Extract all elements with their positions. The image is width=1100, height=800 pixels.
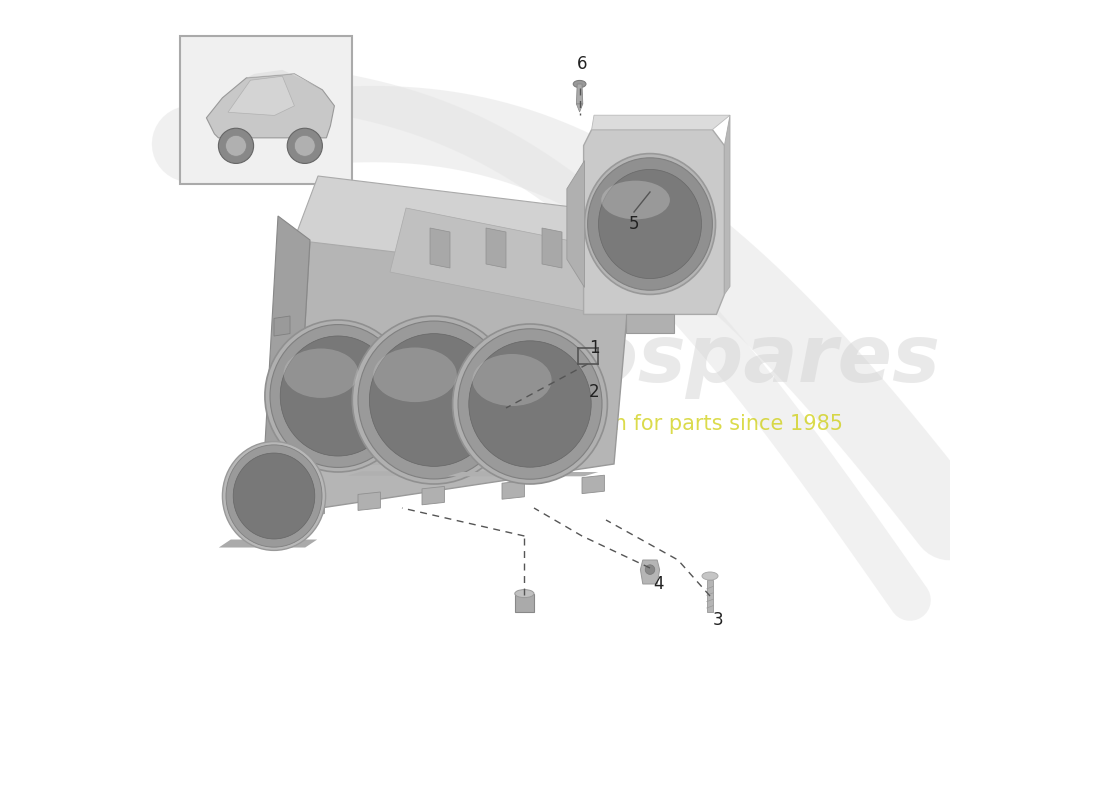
Text: a passion for parts since 1985: a passion for parts since 1985: [528, 414, 844, 434]
Polygon shape: [725, 115, 730, 294]
Ellipse shape: [370, 334, 498, 466]
Polygon shape: [626, 314, 674, 333]
Polygon shape: [228, 76, 295, 115]
Polygon shape: [515, 594, 534, 612]
Polygon shape: [502, 481, 525, 499]
Polygon shape: [640, 560, 660, 584]
Polygon shape: [302, 498, 324, 516]
Text: 1: 1: [588, 339, 600, 357]
Text: 2: 2: [588, 383, 600, 401]
Ellipse shape: [515, 590, 534, 598]
Polygon shape: [207, 74, 334, 138]
Polygon shape: [576, 104, 583, 112]
Ellipse shape: [458, 329, 602, 479]
Polygon shape: [219, 539, 317, 547]
Polygon shape: [592, 115, 730, 130]
Ellipse shape: [573, 80, 586, 88]
Ellipse shape: [270, 325, 406, 467]
Polygon shape: [542, 228, 562, 268]
Ellipse shape: [373, 347, 456, 402]
Ellipse shape: [469, 341, 591, 467]
Ellipse shape: [584, 154, 715, 294]
Polygon shape: [294, 176, 646, 280]
Ellipse shape: [452, 324, 607, 484]
Ellipse shape: [280, 336, 396, 456]
Ellipse shape: [352, 316, 516, 484]
Text: 4: 4: [652, 575, 663, 593]
Circle shape: [219, 128, 254, 163]
Ellipse shape: [587, 158, 713, 290]
Ellipse shape: [226, 445, 322, 547]
Polygon shape: [358, 492, 381, 510]
Polygon shape: [422, 486, 444, 505]
Circle shape: [646, 565, 654, 574]
Text: eurospares: eurospares: [431, 321, 940, 399]
Polygon shape: [448, 472, 598, 476]
Circle shape: [287, 128, 322, 163]
Polygon shape: [258, 461, 403, 465]
Polygon shape: [274, 364, 290, 384]
Polygon shape: [486, 228, 506, 268]
Polygon shape: [274, 460, 290, 480]
Ellipse shape: [284, 349, 359, 398]
Polygon shape: [274, 316, 290, 336]
Text: 5: 5: [629, 215, 639, 233]
Text: 6: 6: [576, 55, 587, 73]
Polygon shape: [582, 475, 604, 494]
Ellipse shape: [222, 442, 326, 550]
Ellipse shape: [598, 170, 702, 278]
Polygon shape: [430, 228, 450, 268]
Polygon shape: [707, 580, 713, 612]
Polygon shape: [246, 70, 322, 90]
Polygon shape: [348, 471, 506, 476]
Ellipse shape: [702, 572, 718, 580]
Polygon shape: [356, 298, 486, 334]
Ellipse shape: [265, 320, 411, 472]
Ellipse shape: [602, 181, 670, 219]
Polygon shape: [390, 208, 606, 312]
Circle shape: [295, 135, 316, 156]
Polygon shape: [584, 130, 725, 314]
Polygon shape: [274, 412, 290, 432]
Polygon shape: [262, 216, 310, 512]
Ellipse shape: [358, 321, 510, 479]
Circle shape: [226, 135, 246, 156]
Ellipse shape: [233, 453, 315, 539]
Polygon shape: [294, 240, 630, 512]
Text: 3: 3: [713, 611, 724, 629]
Polygon shape: [452, 312, 486, 414]
Polygon shape: [356, 298, 452, 392]
Polygon shape: [576, 84, 583, 104]
Polygon shape: [566, 161, 584, 287]
Ellipse shape: [472, 354, 551, 406]
FancyBboxPatch shape: [180, 36, 352, 184]
